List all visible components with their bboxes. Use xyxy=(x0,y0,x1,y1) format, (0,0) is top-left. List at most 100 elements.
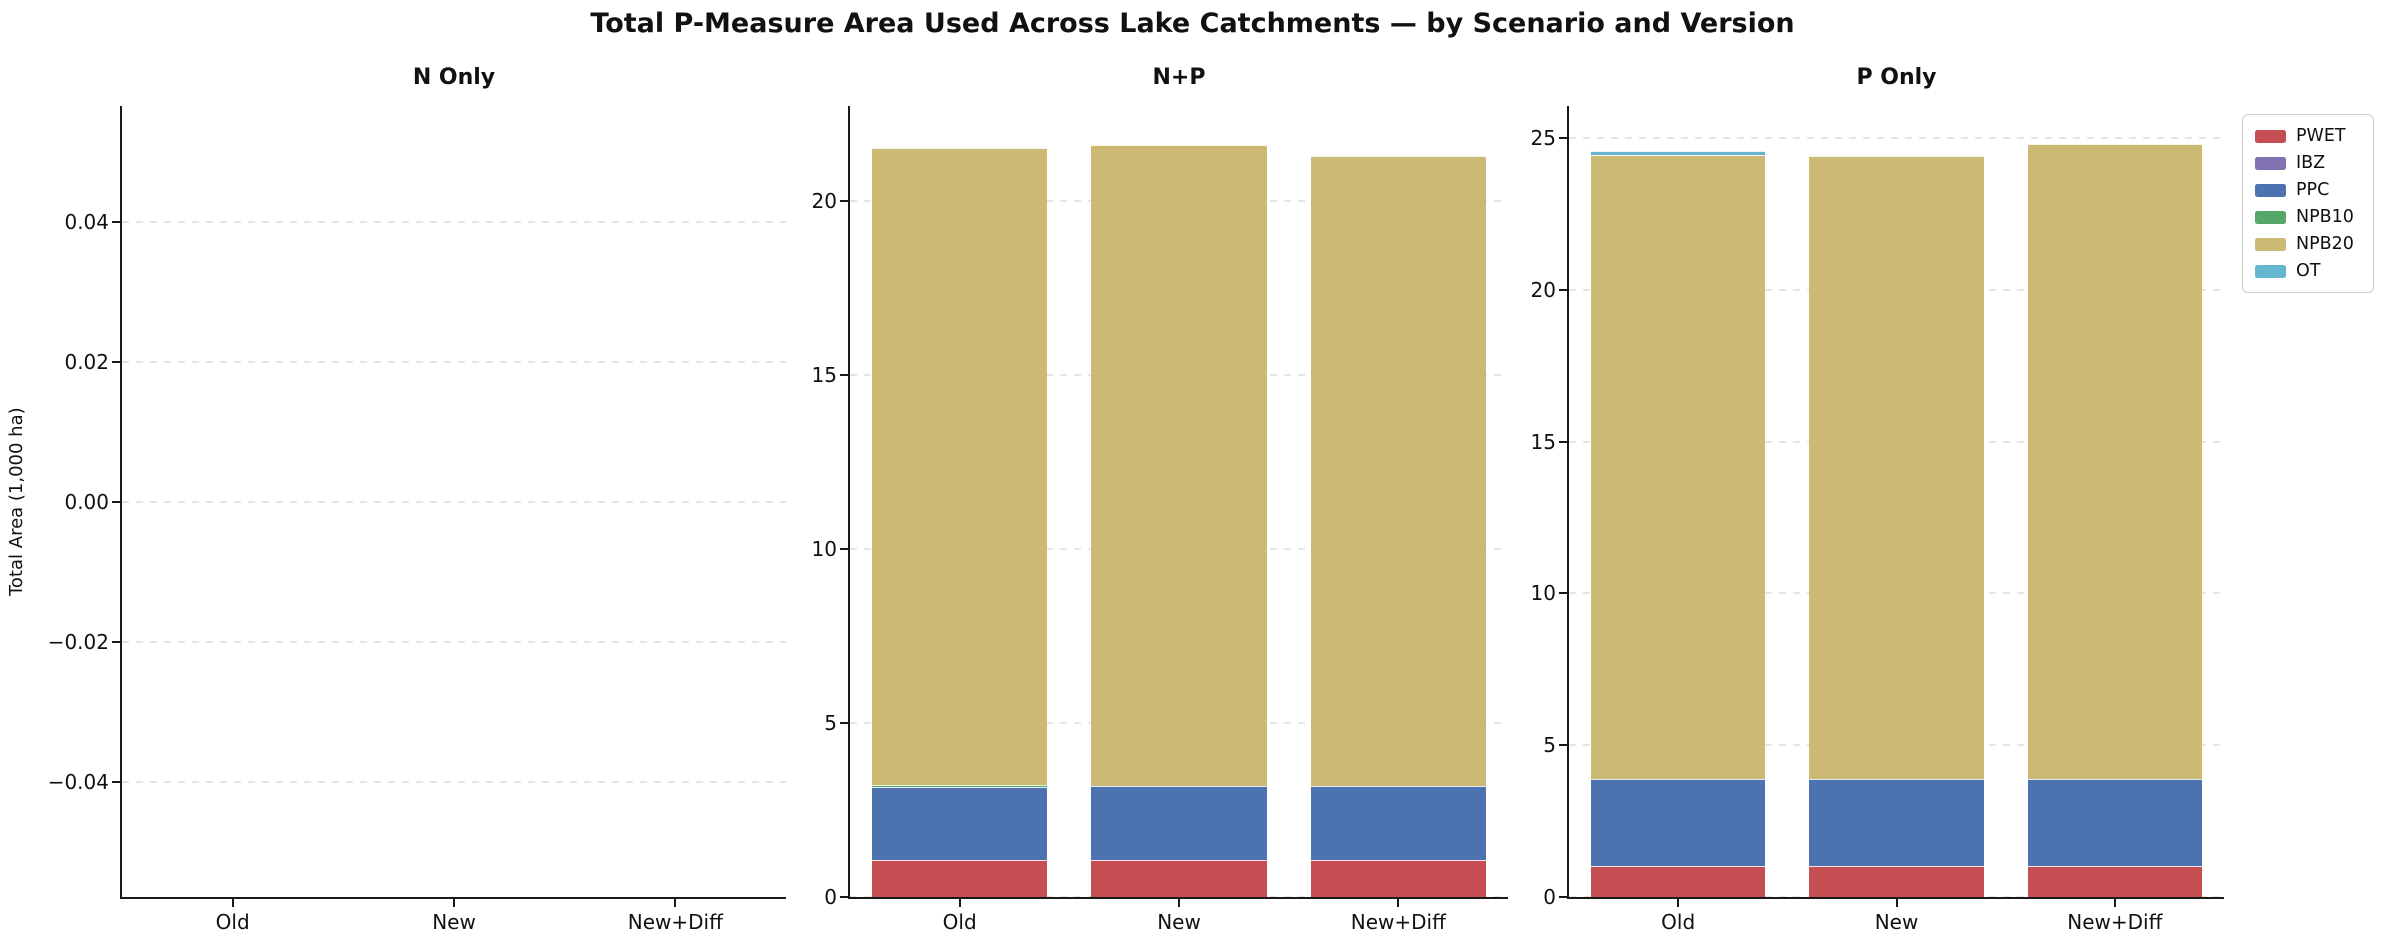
y-tick-mark xyxy=(1559,440,1567,443)
x-tick-label: Old xyxy=(942,910,977,934)
x-tick-label: New xyxy=(1874,910,1919,934)
legend-item: OT xyxy=(2255,261,2361,281)
x-tick-label: New+Diff xyxy=(627,910,723,934)
x-tick-mark xyxy=(2113,899,2116,907)
y-tick-mark xyxy=(1559,896,1567,898)
gridline xyxy=(122,500,786,503)
panel-n-only: N Only −0.04 −0.02 0.00 0.02 0.04 Old New New+D… xyxy=(48,65,786,934)
y-tick-label: 20 xyxy=(1530,277,1556,302)
y-tick-mark xyxy=(1559,136,1567,139)
legend-swatch-pwet xyxy=(2255,129,2286,143)
legend-item: PWET xyxy=(2255,126,2361,146)
y-tick-mark xyxy=(112,220,120,223)
bar-segment-pwet xyxy=(2027,865,2203,897)
bar-segment-pwet xyxy=(1809,865,1984,897)
y-tick-mark xyxy=(112,500,120,503)
y-tick-label: 10 xyxy=(1530,581,1556,606)
y-tick-label: 0.02 xyxy=(64,349,109,374)
x-tick-mark xyxy=(453,899,455,907)
y-tick-mark xyxy=(112,360,120,363)
y-tick-label: 10 xyxy=(811,537,837,562)
x-tick-mark xyxy=(1397,899,1400,907)
y-tick-mark xyxy=(1559,744,1567,747)
y-tick-mark xyxy=(840,896,848,898)
legend-swatch-ppc xyxy=(2255,183,2286,197)
y-tick-label: 0.00 xyxy=(64,489,109,514)
y-tick-label: 15 xyxy=(1530,429,1556,454)
y-tick-mark xyxy=(1559,288,1567,291)
y-tick-label: 0 xyxy=(1543,885,1556,909)
panel-p-only: P Only 0 5 10 15 20 25 Old New New+Diff xyxy=(1531,65,2224,934)
legend-item: NPB10 xyxy=(2255,207,2361,227)
x-tick-mark xyxy=(231,899,234,907)
x-tick-mark xyxy=(958,899,961,907)
panel-title: P Only xyxy=(1856,65,1937,90)
gridline xyxy=(122,360,786,363)
x-axis-spine xyxy=(848,897,1508,899)
gridline xyxy=(122,220,786,223)
y-tick-label: 0.04 xyxy=(64,209,109,234)
bar-segment-npb10 xyxy=(871,785,1048,788)
y-tick-label: 20 xyxy=(811,189,837,214)
bar-segment-npb20 xyxy=(1091,144,1267,786)
x-tick-label: Old xyxy=(1661,910,1696,934)
panel-title: N+P xyxy=(1152,65,1206,90)
y-tick-label: 5 xyxy=(824,711,837,736)
bar-segment-ppc xyxy=(2027,778,2203,866)
y-tick-mark xyxy=(840,548,848,551)
legend-label: NPB20 xyxy=(2296,234,2354,254)
y-tick-mark xyxy=(1559,592,1567,595)
bar-segment-pwet xyxy=(1590,865,1766,897)
legend-swatch-ibz xyxy=(2255,156,2286,170)
x-axis-spine xyxy=(1567,897,2224,899)
y-tick-label: 15 xyxy=(811,363,837,388)
legend-label: PWET xyxy=(2296,126,2346,146)
plot-area: 0 5 10 15 20 Old New New+Diff xyxy=(812,106,1508,934)
panel-n-plus-p: N+P 0 5 10 15 20 Old New New+Diff xyxy=(812,65,1508,934)
bar-segment-ppc xyxy=(1590,778,1766,866)
bar-segment-npb20 xyxy=(1310,156,1487,786)
y-tick-label: −0.04 xyxy=(47,769,109,794)
legend-item: IBZ xyxy=(2255,153,2361,173)
y-tick-mark xyxy=(112,640,120,643)
bar-segment-npb20 xyxy=(1809,156,1984,779)
y-tick-label: 25 xyxy=(1530,125,1556,150)
legend-label: NPB10 xyxy=(2296,207,2354,227)
bar-segment-ppc xyxy=(871,787,1048,861)
bar-segment-ot xyxy=(1590,150,1766,155)
gridline xyxy=(122,640,786,643)
y-tick-label: 5 xyxy=(1543,733,1556,758)
legend: PWET IBZ PPC NPB10 NPB20 OT xyxy=(2242,114,2374,293)
bar-segment-npb20 xyxy=(1590,154,1766,779)
y-tick-mark xyxy=(840,374,848,377)
y-axis-spine xyxy=(848,106,850,899)
bar-segment-npb20 xyxy=(871,148,1048,786)
gridline xyxy=(1569,136,2224,139)
legend-label: IBZ xyxy=(2296,153,2326,173)
x-tick-mark xyxy=(674,899,677,907)
plot-area: 0 5 10 15 20 25 Old New New+Diff xyxy=(1531,106,2224,934)
y-tick-label: 0 xyxy=(824,885,837,909)
bar-segment-pwet xyxy=(871,860,1048,897)
y-axis-spine xyxy=(1567,106,1569,899)
x-tick-label: New xyxy=(1157,910,1201,934)
y-tick-mark xyxy=(112,780,120,783)
figure-title: Total P-Measure Area Used Across Lake Ca… xyxy=(590,8,1795,39)
y-tick-mark xyxy=(840,200,848,203)
bar-segment-npb20 xyxy=(2027,143,2203,779)
legend-swatch-ot xyxy=(2255,264,2286,278)
legend-swatch-npb20 xyxy=(2255,237,2286,251)
y-axis-label: Total Area (1,000 ha) xyxy=(6,407,27,596)
legend-swatch-npb10 xyxy=(2255,210,2286,224)
x-tick-label: New xyxy=(432,910,476,934)
x-axis-spine xyxy=(120,897,786,899)
y-tick-label: −0.02 xyxy=(47,629,109,654)
y-tick-mark xyxy=(840,722,848,725)
bar-segment-pwet xyxy=(1310,860,1487,897)
x-tick-label: New+Diff xyxy=(1350,910,1446,934)
plot-area: −0.04 −0.02 0.00 0.02 0.04 Old New New+Diff xyxy=(48,106,786,934)
x-tick-mark xyxy=(1895,899,1898,907)
x-tick-mark xyxy=(1178,899,1180,907)
bar-segment-ppc xyxy=(1310,785,1487,861)
